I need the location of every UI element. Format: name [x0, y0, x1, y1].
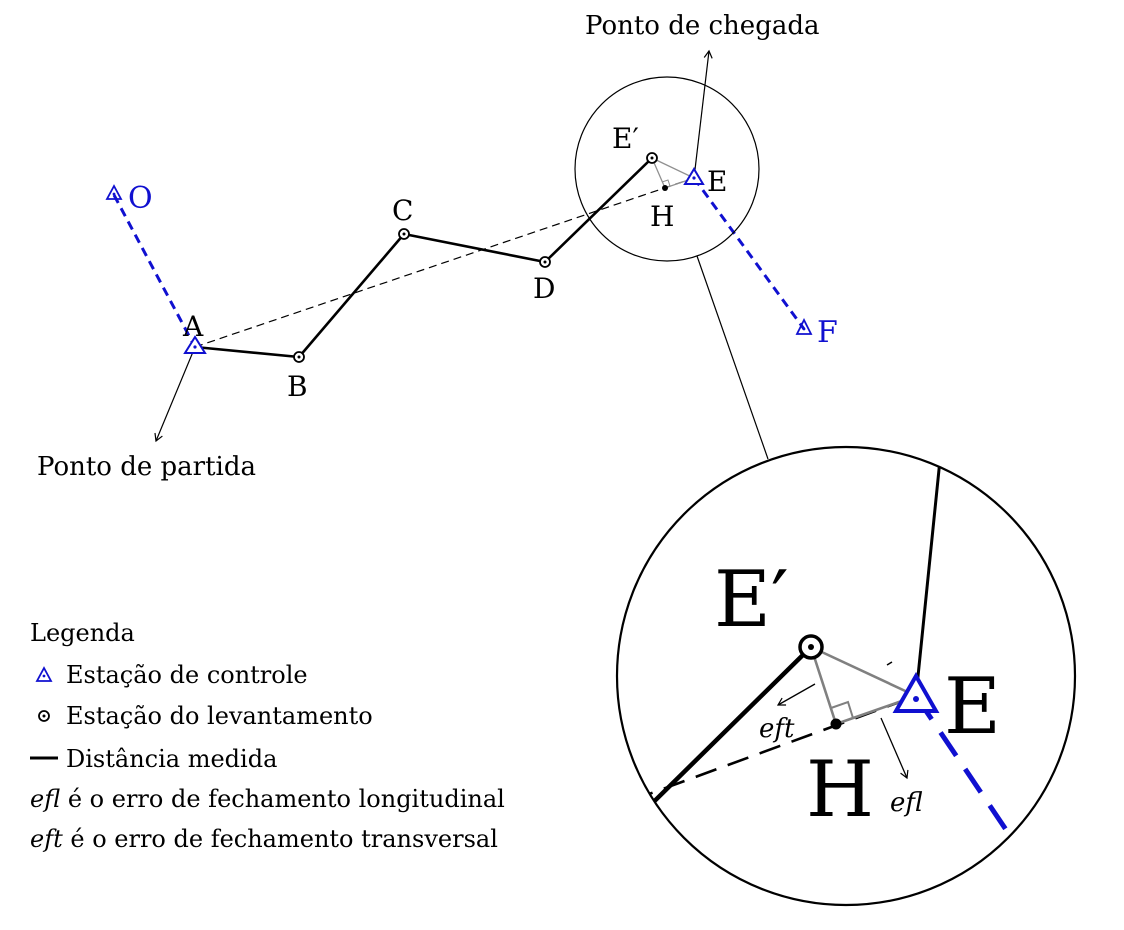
label-h: H — [650, 200, 674, 233]
station-e-icon — [683, 167, 705, 185]
legend-survey-icon — [38, 710, 50, 722]
traverse-polyline — [194, 157, 653, 359]
label-e: E — [707, 165, 727, 198]
label-o: O — [128, 181, 153, 216]
legend: Legenda Estação de controle Estação do l… — [30, 619, 505, 853]
legend-eft: eft é o erro de fechamento transversal — [30, 825, 498, 853]
label-d: D — [533, 272, 555, 305]
label-c: C — [392, 194, 413, 227]
zoom-error-triangle — [809, 645, 918, 726]
magnifier-circle — [574, 76, 760, 262]
zoom-label-e: E — [944, 662, 1001, 752]
legend-control-icon — [35, 666, 53, 682]
station-d-icon — [539, 256, 551, 268]
legend-measured-distance: Distância medida — [66, 745, 277, 773]
zoom-label-h: H — [806, 745, 874, 835]
arrow-start — [154, 346, 196, 443]
legend-eft-abbr: eft — [30, 825, 63, 853]
label-a: A — [182, 310, 204, 343]
closing-line — [194, 177, 695, 348]
legend-title: Legenda — [30, 619, 135, 647]
line-o-a — [112, 194, 197, 348]
legend-control-station: Estação de controle — [66, 661, 308, 689]
error-triangle-small — [651, 157, 696, 189]
label-e-prime: E′ — [612, 122, 639, 155]
station-f-icon — [795, 317, 813, 335]
station-c-icon — [398, 228, 410, 240]
zoom-station-e-prime-icon — [798, 634, 824, 660]
annotation-start: Ponto de partida — [37, 452, 256, 482]
zoom-label-e-prime: E′ — [714, 555, 789, 645]
point-h — [662, 185, 668, 191]
zoom-tick-mark — [886, 661, 893, 666]
legend-efl: efl é o erro de fechamento longitudinal — [30, 785, 505, 813]
legend-survey-station: Estação do levantamento — [66, 702, 373, 730]
legend-efl-abbr: efl — [30, 785, 60, 813]
annotation-end: Ponto de chegada — [585, 11, 819, 41]
label-f: F — [817, 315, 838, 350]
zoom-label-eft: eft — [759, 714, 795, 744]
magnifier-connector — [696, 255, 769, 460]
legend-eft-text: é o erro de fechamento transversal — [63, 825, 498, 853]
zoom-view: E′ E H eft efl — [615, 445, 1077, 907]
station-o-icon — [105, 184, 123, 200]
zoom-point-h — [830, 718, 842, 730]
station-b-icon — [293, 351, 305, 363]
zoom-arrow-efl — [880, 717, 909, 780]
right-angle-mark-small — [661, 179, 671, 187]
label-b: B — [287, 370, 308, 403]
legend-efl-text: é o erro de fechamento longitudinal — [60, 785, 505, 813]
zoom-arrival-line — [914, 447, 944, 697]
zoom-arrow-eft — [776, 683, 816, 706]
arrow-end — [693, 49, 713, 179]
station-e-prime-icon — [646, 152, 658, 164]
station-a-icon — [183, 335, 207, 354]
zoom-label-efl: efl — [890, 788, 923, 818]
zoom-right-angle-mark — [830, 700, 854, 719]
zoom-station-e-icon — [892, 671, 940, 713]
line-e-f — [692, 177, 806, 330]
